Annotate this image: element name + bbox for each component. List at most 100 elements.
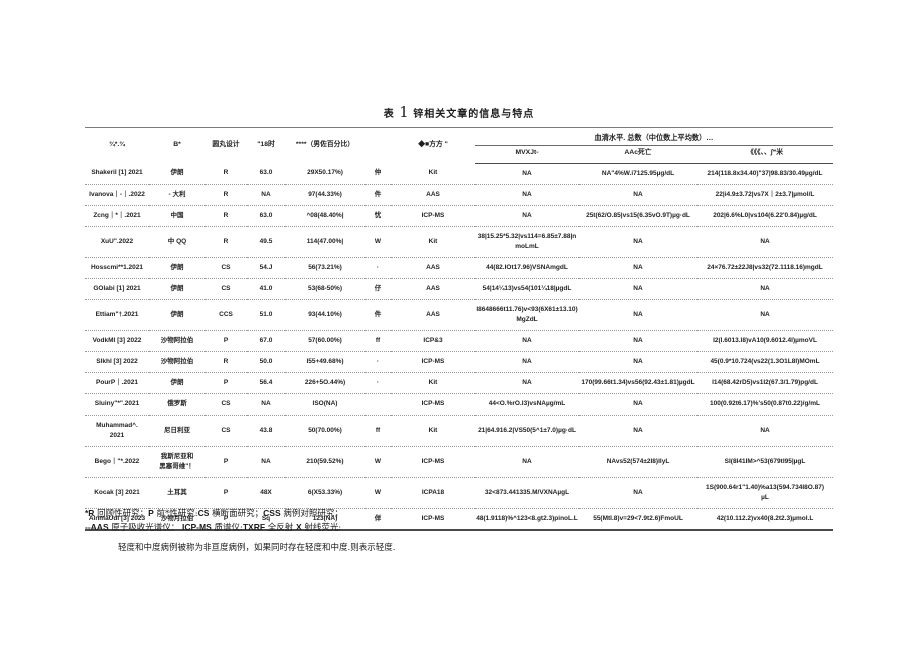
cell-severity: [365, 393, 391, 415]
table-row: Kocak [3] 2021 土耳其 P 48X 6(X53.33%) W ICPA18 32…: [85, 476, 834, 509]
cell-serum1: 44(82.IOt17.96)VSNAmgdL: [475, 256, 579, 279]
cell-age: NA: [247, 393, 285, 415]
cell-serum1: 32<873.441335.M/VXNAµgL: [475, 476, 579, 509]
col-header-serum-group: 血清水平. 总数（中位数上平均数）…: [475, 127, 834, 147]
cell-severity: 忧: [365, 204, 391, 227]
header-row-main: ¾*.¾ B* 圆丸设计 "18时 ****（男佐百分比） ◆■方方 " 血清水…: [85, 127, 834, 148]
col-header-design: 圆丸设计: [212, 141, 240, 149]
cell-serum2: NA: [579, 183, 697, 206]
table-row: Ettiam"†.2021 伊朗 CCS 51.0 93(44.10%) 件 AAS I864…: [85, 299, 834, 331]
cell-serum3: I14(68.42rD5)vs1I2(67.3/1.79)pg/dL: [697, 372, 834, 394]
cell-design: R: [205, 204, 247, 227]
table-row: XuU".2022 中 QQ R 49.5 114(47.00%| W Kit 38|15.2…: [85, 225, 834, 258]
footnote-segment: P: [148, 508, 154, 518]
footnote-segment: ICP-MS: [182, 522, 212, 533]
cell-serum1: NA: [475, 445, 579, 478]
cell-author: Hosscmi**1.2021: [85, 256, 149, 279]
footnote-segment: 病例对照研究；: [280, 509, 343, 519]
cell-severity: ff: [365, 330, 391, 352]
cell-serum3: NA: [697, 299, 834, 331]
cell-serum1: NA: [522, 169, 532, 177]
cell-serum1: NA: [475, 330, 579, 352]
cell-author: Zcng｜*｜.2021: [85, 204, 149, 227]
table-row: PourP｜.2021 伊朗 P 56.4 226+5O.44%) · Kit NA 170(9…: [85, 372, 834, 394]
table-title: 表 1 锌相关文章的信息与特点: [85, 103, 833, 121]
cell-serum3: 202|6.6%L0|vs104(6.22'0.84)µg/dL: [697, 204, 834, 227]
table-row: Sluiny"*".2021 俄罗斯 CS NA ISO(NA) ICP-MS 44<O.%…: [85, 393, 834, 415]
cell-method: Kit: [391, 414, 475, 447]
cell-method: Kit: [391, 225, 475, 258]
cell-serum1: 21|64.916.2|VS50(5^1±7.0)µg·dL: [475, 414, 579, 447]
cell-gender: I55+49.68%): [285, 351, 365, 373]
cell-serum1: 48(1.9118)%^123<8.gt2.3)pinoL.L: [475, 507, 579, 530]
cell-serum3: 1S(900.64r1"1.40)%a13(594.734I8O.87) µL: [697, 476, 834, 509]
table-row: Ivanova｜-｜.2022- 大利 R NA 97(44.33%) 件 AAS NA NA…: [85, 183, 834, 206]
cell-country: 伊朗: [149, 256, 205, 279]
cell-serum3: NA: [697, 414, 834, 447]
cell-serum2: NAvs52(574±2I8)IlyL: [579, 445, 697, 478]
cell-country: 我斯尼亚和 黑塞哥维"！: [149, 445, 205, 478]
cell-country: - 大利: [149, 183, 205, 206]
cell-serum1: NA: [475, 372, 579, 394]
footnote-segment: 前*性研究:: [153, 509, 198, 519]
cell-serum1: NA: [475, 183, 579, 206]
cell-gender: 226+5O.44%): [285, 372, 365, 394]
cell-severity: W: [365, 476, 391, 509]
cell-serum1: 54|14¼13)vs54(101¼18|µgdL: [475, 278, 579, 300]
cell-serum2: NA"4%W.i7125.95µg/dL: [601, 169, 675, 177]
footnote-line: 轻度和中度病例被称为非亘度病例，如果同时存在轻度和中度.则表示轻度.: [118, 542, 833, 555]
footnote-line: --AAS 原子吸收光谱仪： ICP-MS 质谱仪:TXRF 全反射 X 射线荧…: [85, 521, 833, 535]
cell-author: Slkhl [3] 2022: [85, 351, 149, 373]
cell-design: CS: [205, 414, 247, 447]
cell-age: 67.0: [247, 330, 285, 352]
table-row: Bego｜"*.2022 我斯尼亚和 黑塞哥维"！ P NA 210(59.52%) W I…: [85, 445, 834, 478]
cell-design: R: [205, 351, 247, 373]
footnote-segment: 回顾性研究；: [94, 509, 149, 519]
table-row: GOlabi [1] 2021 伊朗 CS 41.0 53(68-50%) 仔 AAS 54|…: [85, 278, 834, 300]
cell-serum3: 24×76.72±22J8|vs32(72.1118.16)mgdL: [697, 256, 834, 279]
cell-country: 沙物阿拉伯: [149, 351, 205, 373]
cell-severity: ·: [365, 256, 391, 279]
cell-age: NA: [247, 183, 285, 206]
footnote-segment: 原子吸收光谱仪：: [108, 523, 183, 534]
cell-design: CS: [205, 393, 247, 415]
cell-country: 伊朗: [170, 169, 184, 177]
footnotes: *R 回顾性研究；P 前*性研究:CS 横断面研究；CSS 病例对照研究； --A…: [85, 507, 833, 556]
cell-country: 沙物阿拉伯: [149, 330, 205, 352]
cell-method: AAS: [391, 278, 475, 300]
cell-age: 48X: [247, 476, 285, 509]
cell-design: CCS: [205, 299, 247, 331]
cell-method: ICP&3: [391, 330, 475, 352]
cell-severity: ·: [365, 351, 391, 373]
cell-method: Kit: [391, 372, 475, 394]
cell-age: 49.5: [247, 225, 285, 258]
cell-country: 沙物月拉伯: [149, 507, 205, 530]
cell-method: AAS: [391, 183, 475, 206]
table-row: AlnmaUdi [3] 2023 沙物月拉伯 P Sq 123(NA) 佯 ICP-MS 4…: [85, 507, 834, 530]
cell-design: P: [205, 507, 247, 530]
cell-serum3: 214(118.8x34.40)"37|98.83/30.49µg/dL: [707, 169, 823, 177]
cell-country: 伊朗: [149, 278, 205, 300]
table-title-prefix: 表: [383, 109, 395, 120]
table-row: Muhammad^. 2021 尼日利亚 CS 43.8 50(70.00%) ff Kit…: [85, 414, 834, 447]
cell-gender: 93(44.10%): [285, 299, 365, 331]
footnote-segment: 横断面研究；: [209, 509, 264, 519]
cell-severity: W: [365, 225, 391, 258]
cell-serum3: NA: [697, 278, 834, 300]
cell-gender: 57(60.00%): [285, 330, 365, 352]
cell-severity: 仔: [365, 278, 391, 300]
col-header-country: B*: [173, 141, 181, 149]
cell-serum1: 38|15.25*5.32|vs114=6.85±7.88|nmoLmL: [475, 225, 579, 258]
cell-country: 中 QQ: [149, 225, 205, 258]
cell-country: 伊朗: [149, 372, 205, 394]
footnote-segment: X: [295, 522, 302, 533]
cell-serum1: I8648666t11.76)v<93(6X61±13.10) MgZdL: [475, 299, 579, 331]
cell-age: Sq: [247, 507, 285, 530]
cell-method: ICP-MS: [391, 351, 475, 373]
cell-design: P: [205, 330, 247, 352]
cell-design: P: [205, 372, 247, 394]
cell-serum3: 42(10.112.2)vx40(8.2t2.3)µmoI.L: [697, 507, 834, 530]
cell-serum2: 55(MtI.8)v=29<7.9t2.6)FmoUL: [579, 507, 697, 530]
cell-serum2: NA: [579, 476, 697, 509]
cell-age: 56.4: [247, 372, 285, 394]
